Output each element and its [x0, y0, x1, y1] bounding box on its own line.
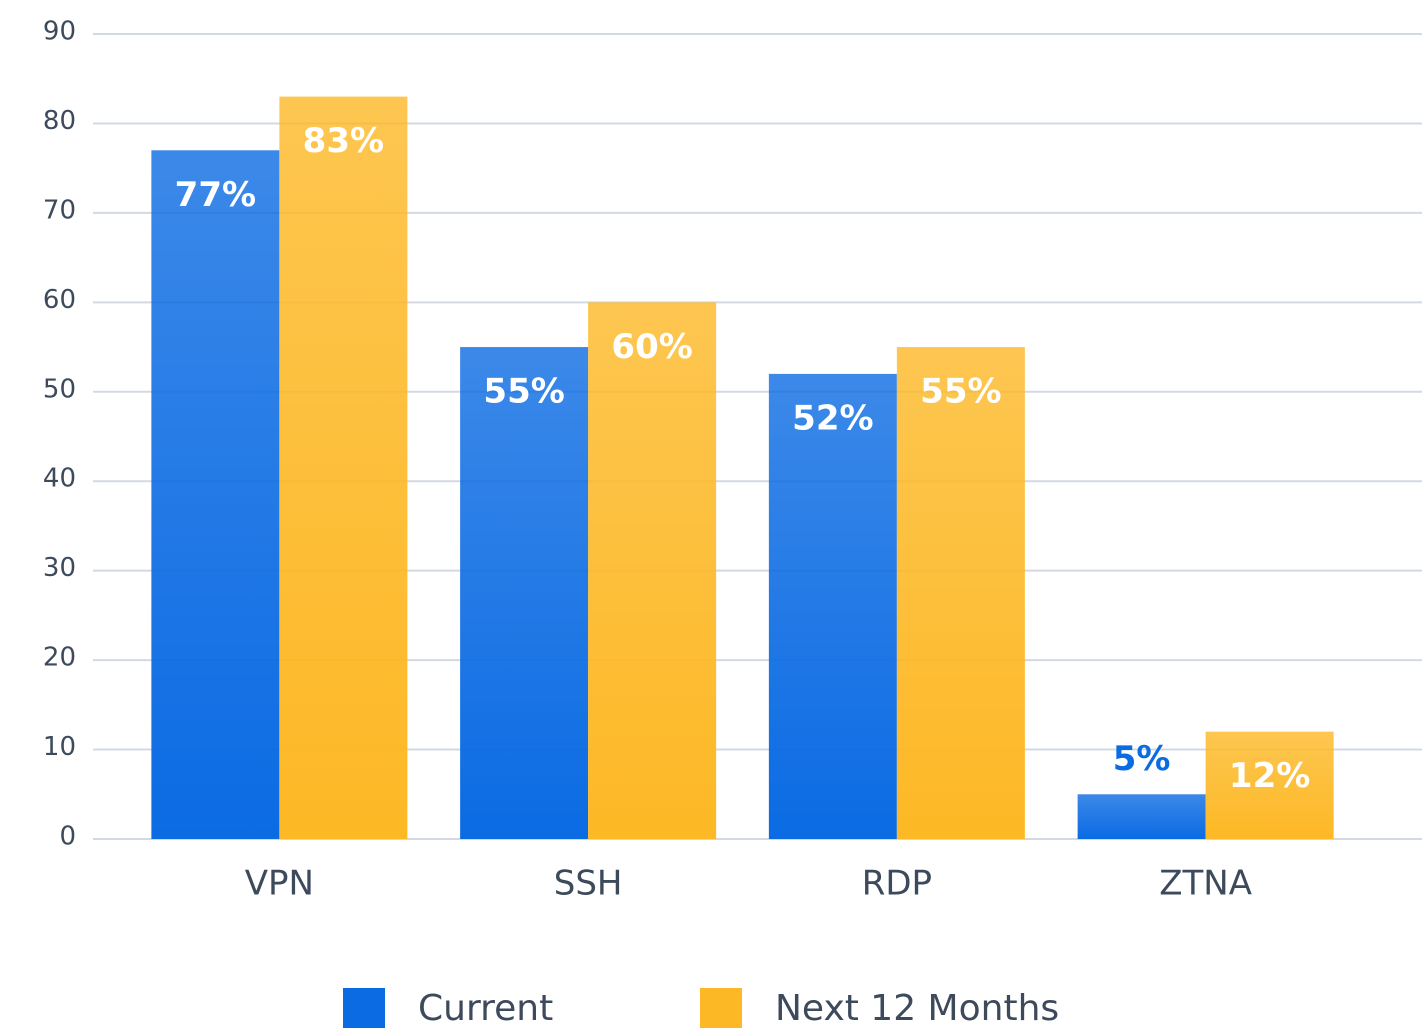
legend-label: Current [418, 988, 553, 1028]
y-tick-label: 40 [43, 464, 76, 494]
x-tick-label: VPN [245, 864, 314, 904]
data-label: 60% [611, 327, 692, 367]
data-label: 52% [792, 398, 873, 438]
y-tick-label: 50 [43, 374, 76, 404]
y-tick-label: 20 [43, 643, 76, 673]
data-label: 5% [1113, 739, 1171, 779]
y-tick-label: 10 [43, 732, 76, 762]
bar [1205, 731, 1334, 839]
bar [1077, 794, 1206, 839]
x-tick-label: SSH [554, 864, 623, 904]
y-tick-label: 90 [43, 17, 76, 47]
bar [460, 347, 589, 839]
bar [151, 150, 280, 839]
bar [279, 96, 408, 840]
bar [768, 373, 897, 839]
data-label: 55% [920, 372, 1001, 412]
data-label: 12% [1229, 756, 1310, 796]
legend-swatch [700, 988, 742, 1028]
legend-swatch [343, 988, 385, 1028]
y-tick-label: 0 [59, 822, 76, 852]
y-tick-label: 80 [43, 106, 76, 136]
data-label: 55% [483, 372, 564, 412]
y-tick-label: 70 [43, 195, 76, 225]
bar [588, 302, 717, 839]
legend-label: Next 12 Months [775, 988, 1059, 1028]
x-tick-label: ZTNA [1159, 864, 1252, 904]
bar [896, 347, 1025, 839]
x-tick-label: RDP [862, 864, 932, 904]
data-label: 77% [175, 175, 256, 215]
y-tick-label: 30 [43, 553, 76, 583]
data-label: 83% [303, 121, 384, 161]
y-tick-label: 60 [43, 285, 76, 315]
